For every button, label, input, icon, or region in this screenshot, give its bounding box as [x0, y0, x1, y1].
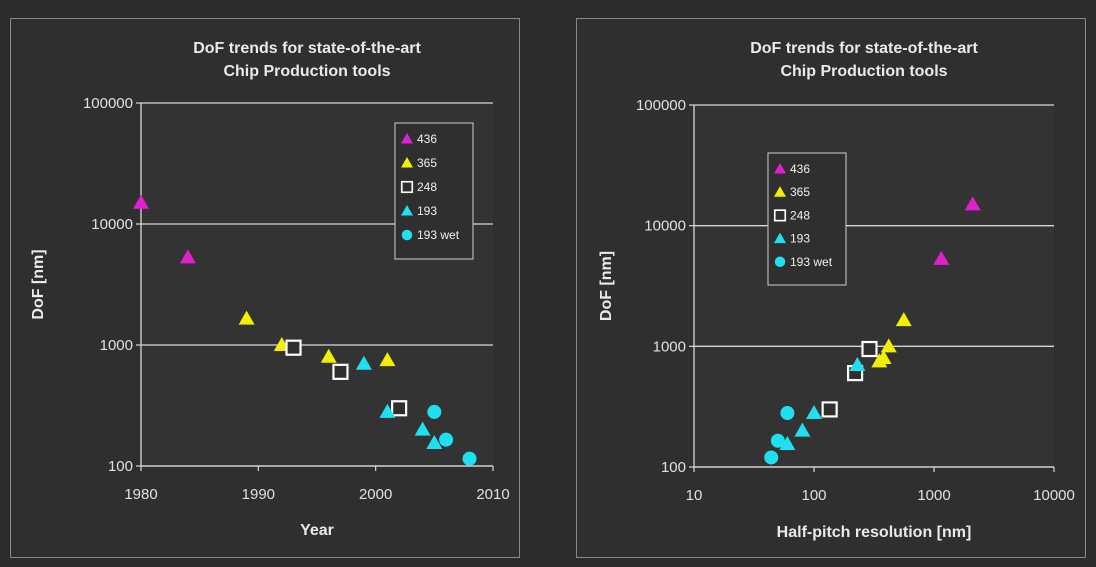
legend-marker-group [774, 232, 786, 244]
legend-marker [401, 133, 413, 144]
y-tick-label: 10000 [644, 218, 686, 235]
y-tick-label: 100000 [636, 97, 686, 114]
data-point [179, 249, 196, 264]
data-point [806, 405, 822, 420]
legend-marker-group [401, 133, 413, 144]
legend-label: 436 [790, 162, 810, 176]
y-tick-label: 100000 [83, 95, 133, 112]
legend-marker [401, 157, 413, 168]
data-point [770, 433, 785, 448]
plot-area [694, 105, 1054, 467]
data-point [779, 436, 796, 451]
data-point [964, 196, 981, 211]
y-axis-label: DoF [nm] [30, 249, 47, 319]
data-point [133, 194, 149, 209]
data-point [871, 353, 888, 368]
legend-label: 193 [417, 204, 437, 218]
legend-marker-group [401, 205, 413, 216]
legend-marker-group [400, 180, 414, 194]
series-193-wet [427, 404, 477, 466]
data-point [414, 421, 431, 436]
x-tick-label: 1000 [917, 487, 950, 504]
legend-marker [774, 256, 786, 268]
data-point [794, 422, 811, 437]
legend-label: 248 [417, 180, 437, 194]
chart-title-line: Chip Production tools [780, 63, 947, 80]
legend-marker-group [401, 157, 413, 168]
chart-title-line: DoF trends for state-of-the-art [750, 40, 978, 57]
legend-marker-group [774, 186, 786, 197]
chart-panel-resolution: DoF trends for state-of-the-art Chip Prod… [576, 18, 1086, 558]
legend-label: 193 wet [790, 255, 833, 269]
chart-panel-year: DoF trends for state-of-the-art Chip Prod… [10, 18, 520, 558]
series-193 [355, 355, 443, 449]
legend-marker [774, 186, 786, 197]
x-tick-label: 2000 [359, 486, 392, 503]
data-point [391, 400, 408, 417]
data-point [320, 348, 337, 363]
data-point [933, 250, 950, 265]
data-point [238, 310, 255, 325]
legend-label: 365 [417, 156, 437, 170]
data-point [355, 355, 372, 370]
chart-title-line: DoF trends for state-of-the-art [193, 40, 421, 57]
legend-marker-group [401, 229, 413, 241]
y-tick-label: 100 [108, 458, 133, 475]
data-point [849, 357, 866, 372]
series-436 [133, 194, 196, 264]
data-point [895, 312, 912, 327]
x-tick-label: 2010 [476, 486, 509, 503]
data-point [780, 406, 795, 421]
data-point [764, 450, 779, 465]
chart-svg-year: DoF trends for state-of-the-art Chip Prod… [30, 40, 510, 539]
legend-marker-group [774, 163, 786, 174]
data-point [439, 432, 454, 447]
series-193 [779, 357, 866, 451]
legend-label: 365 [790, 185, 810, 199]
data-point [821, 401, 838, 418]
legend-marker [774, 232, 786, 244]
legend-label: 193 [790, 232, 810, 246]
series-365 [871, 312, 912, 368]
y-axis-label: DoF [nm] [598, 251, 615, 321]
legend-marker [401, 205, 413, 216]
data-point [285, 339, 302, 356]
y-tick-label: 100 [661, 459, 686, 476]
data-point [861, 340, 878, 358]
chart-title-line: Chip Production tools [223, 63, 390, 80]
y-tick-label: 1000 [653, 338, 686, 355]
legend-marker-group [774, 256, 786, 268]
x-axis-label: Half-pitch resolution [nm] [777, 524, 972, 541]
legend-marker [400, 180, 414, 194]
data-point [426, 434, 443, 449]
x-axis-label: Year [300, 522, 334, 539]
data-point [462, 451, 477, 466]
y-tick-label: 1000 [100, 337, 133, 354]
legend-marker [401, 229, 413, 241]
legend-marker [774, 163, 786, 174]
x-tick-label: 10 [686, 487, 703, 504]
data-point [880, 338, 897, 353]
legend-marker [773, 209, 787, 222]
series-248 [285, 339, 408, 417]
chart-svg-resolution: DoF trends for state-of-the-art Chip Prod… [598, 40, 1075, 541]
data-point [379, 352, 396, 367]
legend-label: 193 wet [417, 228, 460, 242]
data-point [379, 403, 396, 418]
x-tick-label: 10000 [1033, 487, 1075, 504]
series-436 [933, 196, 981, 265]
y-tick-label: 10000 [91, 216, 133, 233]
data-point [427, 404, 442, 419]
data-point [332, 363, 349, 380]
x-tick-label: 100 [801, 487, 826, 504]
legend-marker-group [773, 209, 787, 222]
x-tick-label: 1980 [124, 486, 157, 503]
legend-label: 436 [417, 132, 437, 146]
series-193-wet [764, 406, 795, 465]
x-tick-label: 1990 [242, 486, 275, 503]
legend-label: 248 [790, 208, 810, 222]
